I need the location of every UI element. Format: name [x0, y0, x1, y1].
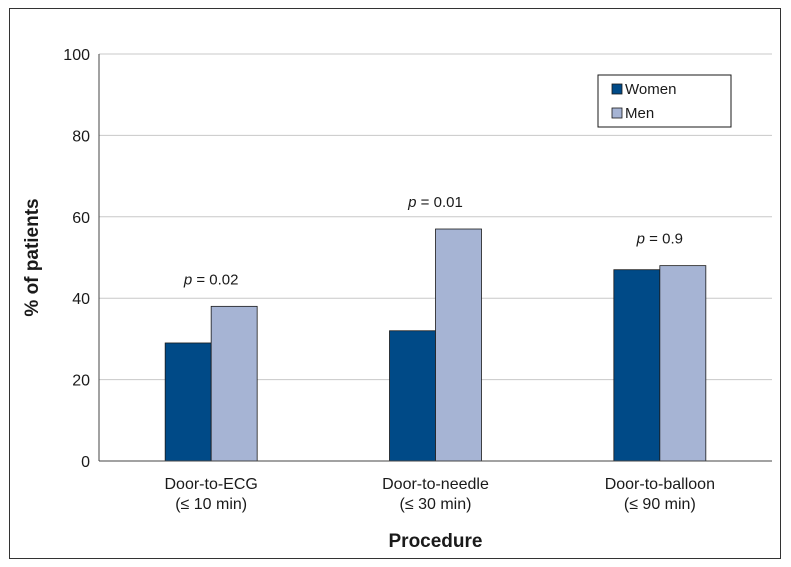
y-tick-label: 40: [72, 291, 90, 308]
p-value-annotation: p = 0.9: [636, 231, 683, 248]
bar-men-2: [659, 265, 707, 462]
x-tick-label: (≤ 90 min): [624, 496, 696, 513]
x-axis-label: Procedure: [389, 531, 483, 552]
p-value-annotation: p = 0.02: [183, 271, 239, 288]
y-tick-label: 100: [63, 47, 90, 64]
bars: [164, 228, 707, 462]
y-tick-label: 20: [72, 373, 90, 390]
x-tick-label: Door-to-balloon: [605, 476, 715, 493]
y-axis-label: % of patients: [22, 198, 43, 316]
y-tick-labels: 0 20 40 60 80 100: [63, 47, 90, 471]
x-tick-label: Door-to-needle: [382, 476, 489, 493]
x-tick-label: Door-to-ECG: [164, 476, 257, 493]
bar-women-2: [613, 269, 661, 462]
y-tick-label: 60: [72, 210, 90, 227]
y-tick-label: 80: [72, 128, 90, 145]
legend-swatch-men: [611, 107, 623, 119]
legend-label-men: Men: [625, 105, 654, 122]
x-tick-labels: Door-to-ECG (≤ 10 min) Door-to-needle (≤ 30…: [164, 476, 714, 513]
y-tick-label: 0: [81, 454, 90, 471]
bar-men-0: [210, 305, 258, 462]
bar-women-1: [389, 330, 436, 462]
legend: Women Men: [597, 74, 732, 128]
legend-label-women: Women: [625, 81, 676, 98]
x-tick-label: (≤ 10 min): [175, 496, 247, 513]
chart-frame: 0 20 40 60 80 100 Door-to-ECG (≤ 10 min) Door-t…: [9, 8, 781, 559]
x-tick-label: (≤ 30 min): [400, 496, 472, 513]
annotations: p = 0.02 p = 0.01 p = 0.9: [183, 194, 683, 288]
axes: [98, 54, 772, 462]
bar-men-1: [435, 228, 482, 462]
p-value-annotation: p = 0.01: [407, 194, 463, 211]
legend-swatch-women: [611, 83, 623, 95]
bar-women-0: [164, 342, 212, 462]
